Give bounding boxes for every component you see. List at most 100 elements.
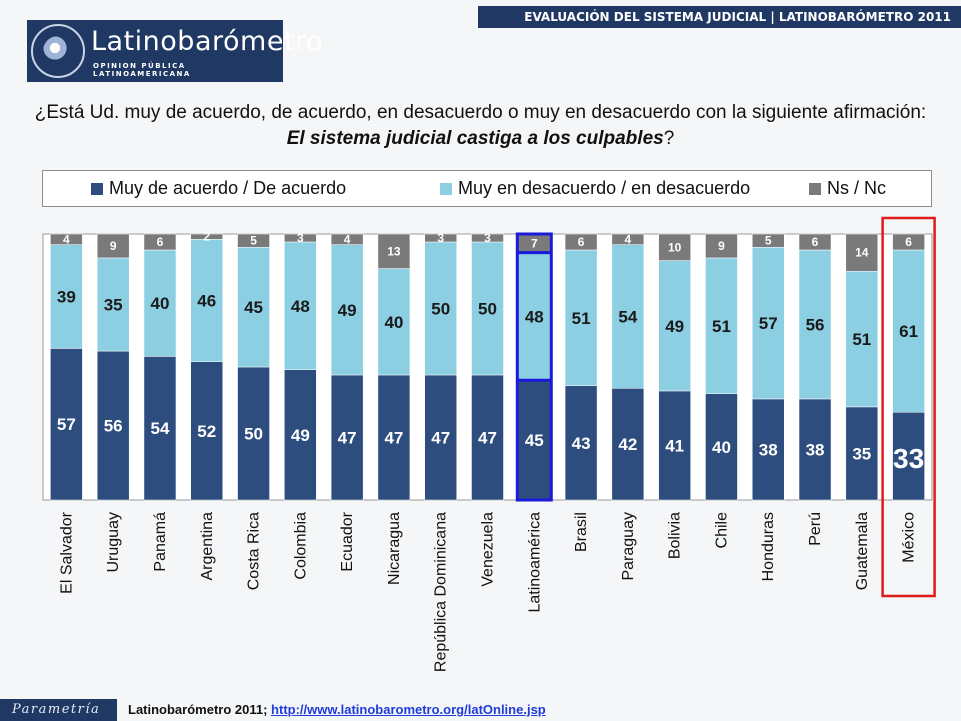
data-label: 5 xyxy=(250,234,257,248)
data-label: 13 xyxy=(387,244,401,258)
data-label: 6 xyxy=(578,235,585,249)
data-label: 49 xyxy=(665,317,684,336)
data-label: 38 xyxy=(759,440,778,459)
bar-disagree xyxy=(658,260,691,392)
category-label: Colombia xyxy=(292,512,309,580)
data-label: 47 xyxy=(478,428,497,447)
bar-disagree xyxy=(611,244,645,389)
data-label: 50 xyxy=(244,425,263,444)
data-label: 61 xyxy=(899,322,918,341)
bar-nsnc xyxy=(751,233,785,248)
data-label: 4 xyxy=(625,232,632,246)
bar-disagree xyxy=(798,249,832,400)
category-label: Guatemala xyxy=(854,512,871,590)
category-label: Nicaragua xyxy=(386,512,403,585)
bar-agree xyxy=(751,398,785,501)
category-label: Brasil xyxy=(573,512,590,552)
category-label: Ecuador xyxy=(339,511,356,571)
category-label: República Dominicana xyxy=(433,512,450,672)
bar-disagree xyxy=(424,241,457,376)
question-end: ? xyxy=(663,128,675,149)
bar-agree xyxy=(50,348,83,501)
data-label: 9 xyxy=(718,239,725,253)
data-label: 6 xyxy=(905,235,912,249)
bar-nsnc xyxy=(705,233,738,259)
bar-agree xyxy=(518,380,551,501)
data-label: 54 xyxy=(151,419,170,438)
bar-nsnc xyxy=(330,233,364,245)
bar-disagree xyxy=(751,247,785,400)
bar-agree xyxy=(190,361,224,501)
legend-label-agree: Muy de acuerdo / De acuerdo xyxy=(109,178,347,198)
data-label: 52 xyxy=(197,422,216,441)
bar-nsnc xyxy=(377,233,411,269)
bar-agree xyxy=(471,374,504,501)
data-label: 4 xyxy=(63,232,70,246)
data-label: 10 xyxy=(668,240,682,254)
data-label: 39 xyxy=(57,288,76,307)
bar-disagree xyxy=(237,247,270,368)
data-label: 57 xyxy=(759,314,778,333)
legend-label-disagree: Muy en desacuerdo / en desacuerdo xyxy=(458,178,751,198)
data-label: 40 xyxy=(712,438,731,457)
bar-nsnc xyxy=(143,233,177,251)
data-label: 35 xyxy=(852,444,871,463)
legend-item-disagree: Muy en desacuerdo / en desacuerdo xyxy=(440,178,750,199)
data-label: 45 xyxy=(525,431,544,450)
bar-disagree xyxy=(190,239,224,362)
bar-agree xyxy=(892,411,925,501)
category-label: Argentina xyxy=(199,512,216,581)
legend-item-agree: Muy de acuerdo / De acuerdo xyxy=(91,178,346,199)
data-label: 38 xyxy=(806,440,825,459)
header-title: EVALUACIÓN DEL SISTEMA JUDICIAL | LATINO… xyxy=(478,6,961,28)
parametria-logo: Parametría xyxy=(0,699,117,721)
category-label: Honduras xyxy=(760,512,777,581)
highlight-box-mexico xyxy=(881,216,936,598)
bar-agree xyxy=(705,393,738,501)
bar-nsnc xyxy=(190,233,224,240)
legend-swatch-disagree xyxy=(440,182,452,195)
data-label: 57 xyxy=(57,415,76,434)
data-label: 48 xyxy=(525,307,544,326)
bar-disagree xyxy=(96,257,130,352)
question: ¿Está Ud. muy de acuerdo, de acuerdo, en… xyxy=(0,100,961,152)
data-label: 3 xyxy=(297,231,304,245)
category-label: Perú xyxy=(807,512,824,546)
bar-nsnc xyxy=(284,233,317,243)
bar-disagree xyxy=(892,249,925,413)
data-label: 50 xyxy=(431,299,450,318)
bar-nsnc xyxy=(658,233,691,261)
bar-agree xyxy=(96,350,130,501)
source-link[interactable]: http://www.latinobarometro.org/latOnline… xyxy=(271,702,546,717)
category-label: Latinoamérica xyxy=(526,512,543,613)
bar-nsnc xyxy=(96,233,130,259)
data-label: 51 xyxy=(712,317,731,336)
data-label: 49 xyxy=(338,301,357,320)
logo-name: Latinobarómetro xyxy=(91,26,324,57)
data-label: 46 xyxy=(197,292,216,311)
bar-disagree xyxy=(471,241,504,376)
legend-swatch-nsnc xyxy=(809,182,821,195)
category-label: Panamá xyxy=(152,512,169,572)
bar-agree xyxy=(845,406,879,501)
data-label: 3 xyxy=(484,231,491,245)
category-label: Costa Rica xyxy=(246,512,263,590)
highlight-box-latinoamerica xyxy=(515,232,553,502)
legend-item-nsnc: Ns / Nc xyxy=(809,178,886,199)
legend-swatch-agree xyxy=(91,182,103,195)
data-label: 47 xyxy=(431,428,450,447)
data-label: 33 xyxy=(893,443,924,474)
data-label: 45 xyxy=(244,298,263,317)
bar-agree xyxy=(330,374,364,501)
source-label: Latinobarómetro 2011; xyxy=(128,702,272,717)
data-label: 14 xyxy=(855,246,869,260)
bar-nsnc xyxy=(564,233,598,251)
bar-nsnc xyxy=(845,233,879,272)
data-label: 35 xyxy=(104,295,123,314)
bar-disagree xyxy=(143,249,177,357)
latinobarometro-logo: Latinobarómetro OPINION PÚBLICA LATINOAM… xyxy=(27,20,323,82)
data-label: 51 xyxy=(852,330,871,349)
data-label: 49 xyxy=(291,426,310,445)
bar-nsnc xyxy=(798,233,832,251)
